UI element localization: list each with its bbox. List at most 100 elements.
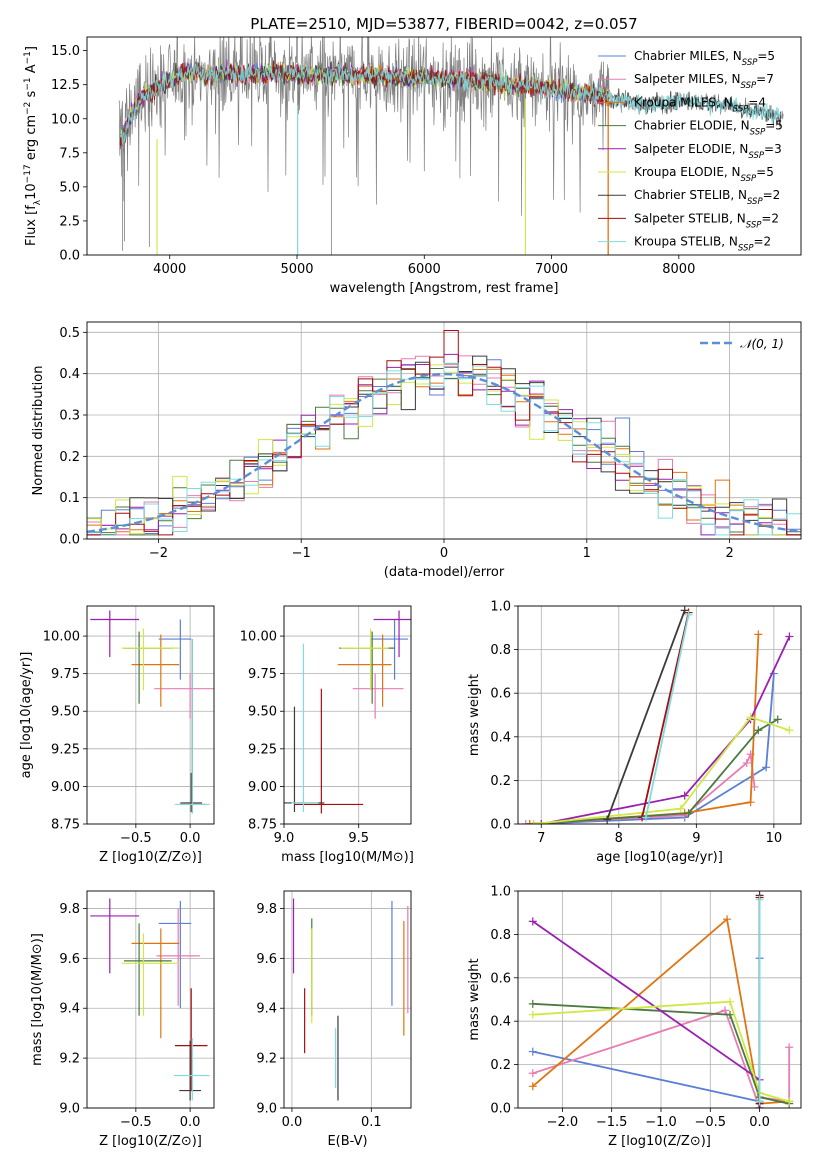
residuals-ytick-label: 0.1 bbox=[59, 491, 80, 506]
mass-vs-age-ytick-label: 9.50 bbox=[248, 705, 277, 720]
legend-label-subscript: SSP bbox=[741, 81, 757, 91]
residuals-ytick-label: 0.5 bbox=[59, 326, 80, 341]
weight-vs-age-xtick-label: 10 bbox=[766, 831, 783, 846]
z-vs-age-frame bbox=[86, 605, 215, 825]
weight-vs-z-ytick-label: 1.0 bbox=[490, 885, 511, 900]
weight-vs-age-ytick-label: 0.2 bbox=[490, 774, 511, 789]
weight-vs-z-xtick-label: 0.0 bbox=[749, 1115, 770, 1130]
spectrum-ytick-label: 7.5 bbox=[59, 146, 80, 161]
legend-label-value: =4 bbox=[748, 95, 766, 109]
legend-label: Salpeter STELIB, NSSP=2 bbox=[634, 211, 779, 230]
weight-vs-z-xtick-label: −2.0 bbox=[547, 1115, 579, 1130]
mass-vs-age-frame bbox=[283, 605, 412, 825]
legend-label: Chabrier MILES, NSSP=5 bbox=[634, 49, 775, 68]
legend-label-subscript: SSP bbox=[733, 104, 749, 114]
weight-vs-z-ytick-label: 0.4 bbox=[490, 1015, 511, 1030]
weight-vs-age-frame bbox=[517, 605, 802, 825]
spectrum-ylabel-part: −2 bbox=[23, 102, 33, 115]
weight-vs-age-ytick-label: 0.4 bbox=[490, 730, 511, 745]
legend-label: Salpeter MILES, NSSP=7 bbox=[634, 72, 774, 91]
weight-series-line bbox=[532, 1000, 790, 1103]
z-vs-mass-ytick-label: 9.4 bbox=[59, 1002, 80, 1017]
ebv-vs-mass-ytick-label: 9.0 bbox=[256, 1102, 277, 1117]
legend-label-name: Chabrier STELIB, N bbox=[634, 188, 747, 202]
mass-vs-age-ytick-label: 8.75 bbox=[248, 818, 277, 833]
spectrum-ylabel: Flux [fλ10−17 erg cm−2 s−1 A−1] bbox=[23, 46, 43, 246]
legend-label: Kroupa STELIB, NSSP=2 bbox=[634, 235, 771, 254]
ebv-vs-mass-errorbars bbox=[292, 898, 409, 1101]
ebv-vs-mass-ytick-label: 9.2 bbox=[256, 1052, 277, 1067]
weight-point-marker bbox=[641, 813, 650, 822]
z-vs-mass-frame bbox=[86, 890, 215, 1109]
spectrum-ylabel-part: ] bbox=[24, 46, 39, 51]
spectrum-xtick-label: 7000 bbox=[535, 262, 568, 277]
z-vs-mass-panel: −0.5 0.0 9.0 9.2 9.4 9.6 9.8 Z [log10(Z/Z⊙)] mas… bbox=[30, 890, 215, 1149]
legend-label-subscript: SSP bbox=[746, 220, 762, 230]
ebv-vs-mass-ytick-label: 9.4 bbox=[256, 1002, 277, 1017]
residuals-ytick-label: 0.0 bbox=[59, 533, 80, 548]
spectrum-ytick-label: 10.0 bbox=[51, 112, 80, 127]
weight-vs-age-panel: 7 8 9 10 0.0 0.2 0.4 0.6 0.8 1.0 age [log10(age/yr… bbox=[467, 600, 802, 865]
z-vs-age-ytick-label: 9.75 bbox=[51, 667, 80, 682]
weight-vs-z-xtick-label: −0.5 bbox=[694, 1115, 726, 1130]
z-vs-mass-errorbars bbox=[90, 898, 210, 1101]
weight-vs-age-ylabel: mass weight bbox=[467, 674, 482, 756]
weight-vs-z-ytick-label: 0.2 bbox=[490, 1058, 511, 1073]
z-vs-mass-ytick-label: 9.6 bbox=[59, 952, 80, 967]
weight-vs-z-ylabel: mass weight bbox=[467, 958, 482, 1040]
legend-label: Chabrier ELODIE, NSSP=5 bbox=[634, 119, 783, 138]
spectrum-xtick-label: 5000 bbox=[280, 262, 313, 277]
residuals-ytick-label: 0.3 bbox=[59, 409, 80, 424]
spectrum-ylabel-part: −1 bbox=[23, 77, 33, 90]
legend-label-name: Kroupa MILES, N bbox=[634, 95, 733, 109]
weight-vs-age-ytick-label: 0.0 bbox=[490, 818, 511, 833]
weight-point-marker bbox=[762, 763, 771, 772]
weight-point-marker bbox=[684, 610, 693, 619]
residual-histogram-step bbox=[87, 362, 801, 536]
residuals-ytick-label: 0.2 bbox=[59, 450, 80, 465]
weight-series-line bbox=[641, 612, 690, 818]
legend-label-subscript: SSP bbox=[742, 58, 758, 68]
legend-label-subscript: SSP bbox=[750, 128, 766, 138]
weight-point-marker bbox=[528, 1069, 537, 1078]
weight-point-marker bbox=[528, 999, 537, 1008]
weight-vs-z-lines bbox=[528, 891, 794, 1108]
legend-label-value: =2 bbox=[763, 188, 781, 202]
spectrum-frame bbox=[86, 36, 802, 256]
weight-point-marker bbox=[537, 820, 546, 824]
spectrum-ylabel-part: erg cm bbox=[24, 115, 39, 164]
spectrum-xtick-label: 4000 bbox=[153, 262, 186, 277]
weight-point-marker bbox=[754, 726, 763, 735]
weight-vs-z-ytick-label: 0.8 bbox=[490, 928, 511, 943]
weight-vs-z-panel: −2.0 −1.5 −1.0 −0.5 0.0 0.0 0.2 0.4 0.6 0.8 1.0 Z [… bbox=[467, 885, 802, 1149]
mass-vs-age-ytick-label: 9.25 bbox=[248, 742, 277, 757]
legend-label-value: =5 bbox=[757, 49, 775, 63]
ebv-vs-mass-ytick-label: 9.6 bbox=[256, 952, 277, 967]
weight-point-marker bbox=[684, 809, 693, 818]
residuals-xtick-label: 0 bbox=[440, 546, 448, 561]
weight-point-marker bbox=[721, 1006, 730, 1015]
residuals-ylabel: Normed distribution bbox=[31, 366, 46, 496]
spectrum-legend: Chabrier MILES, NSSP=5 Salpeter MILES, NS… bbox=[598, 49, 783, 254]
spectrum-xlabel: wavelength [Angstrom, rest frame] bbox=[330, 281, 559, 296]
legend-label: Kroupa MILES, NSSP=4 bbox=[634, 95, 766, 114]
z-vs-age-ytick-label: 9.00 bbox=[51, 780, 80, 795]
weight-vs-age-ytick-label: 1.0 bbox=[490, 600, 511, 615]
mass-vs-age-errorbars bbox=[284, 610, 411, 814]
spectrum-ylabel-part: 10 bbox=[24, 183, 39, 200]
residuals-panel: −2 −1 0 1 2 0.0 0.1 0.2 0.3 0.4 0.5 (data-model)/er… bbox=[31, 321, 802, 580]
spectrum-ylabel-part: s bbox=[24, 90, 39, 101]
z-vs-age-ylabel: age [log10(age/yr)] bbox=[19, 652, 34, 779]
legend-label-name: Salpeter ELODIE, N bbox=[634, 142, 748, 156]
z-vs-age-ytick-label: 9.25 bbox=[51, 742, 80, 757]
spectrum-ytick-label: 0.0 bbox=[59, 249, 80, 264]
weight-series-line bbox=[532, 1002, 790, 1105]
ebv-vs-mass-xtick-label: 0.0 bbox=[282, 1115, 303, 1130]
legend-label-value: =3 bbox=[764, 142, 782, 156]
weight-point-marker bbox=[785, 1097, 794, 1106]
spectrum-xtick-label: 8000 bbox=[662, 262, 695, 277]
legend-label-name: Kroupa ELODIE, N bbox=[634, 165, 741, 179]
weight-vs-age-lines bbox=[521, 606, 794, 824]
spectrum-lines bbox=[118, 37, 784, 255]
legend-label-name: Chabrier ELODIE, N bbox=[634, 119, 750, 133]
